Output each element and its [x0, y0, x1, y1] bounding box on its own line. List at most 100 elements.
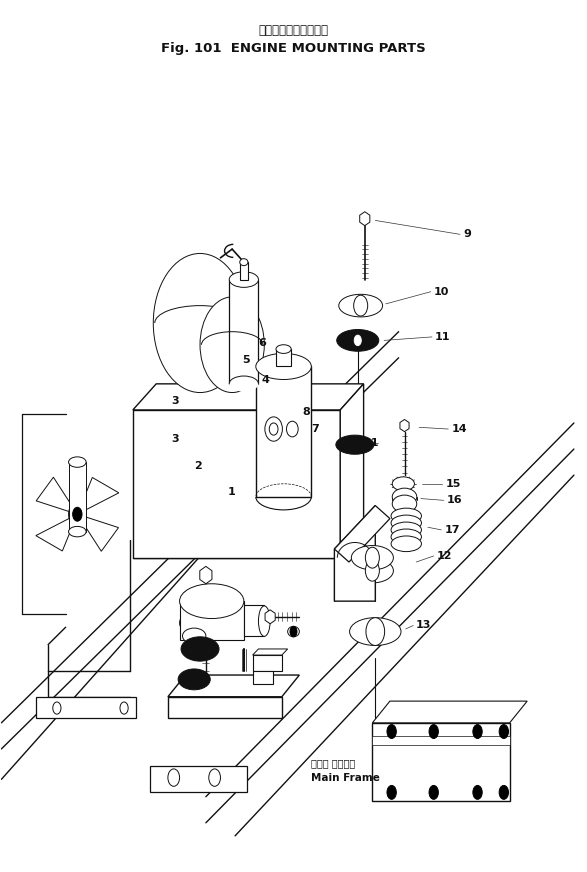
Polygon shape: [36, 518, 75, 551]
Circle shape: [366, 617, 384, 645]
Polygon shape: [276, 349, 291, 366]
Polygon shape: [372, 701, 527, 723]
Polygon shape: [230, 280, 258, 384]
Text: 15: 15: [446, 479, 461, 489]
Text: 6: 6: [258, 338, 266, 348]
Circle shape: [168, 769, 180, 787]
Ellipse shape: [336, 435, 374, 454]
Polygon shape: [252, 671, 273, 684]
Text: 11: 11: [435, 332, 450, 342]
Circle shape: [153, 254, 247, 392]
Ellipse shape: [269, 423, 278, 435]
Circle shape: [473, 786, 482, 800]
Polygon shape: [69, 462, 86, 532]
Circle shape: [354, 296, 367, 316]
Ellipse shape: [391, 536, 421, 552]
Ellipse shape: [337, 330, 379, 351]
Ellipse shape: [339, 295, 383, 317]
Ellipse shape: [352, 546, 393, 570]
Circle shape: [429, 786, 438, 800]
Text: 5: 5: [242, 356, 249, 365]
Text: 3: 3: [171, 396, 178, 406]
Polygon shape: [265, 610, 275, 623]
Ellipse shape: [180, 605, 244, 640]
Polygon shape: [36, 477, 73, 512]
Text: メイン フレーム: メイン フレーム: [311, 758, 355, 768]
Text: 3: 3: [171, 433, 178, 444]
Ellipse shape: [391, 515, 421, 531]
Text: Main Frame: Main Frame: [311, 773, 380, 782]
Circle shape: [355, 335, 361, 345]
Ellipse shape: [265, 417, 282, 441]
Polygon shape: [244, 605, 264, 636]
Text: 11: 11: [363, 438, 379, 448]
Polygon shape: [255, 366, 311, 497]
Text: 10: 10: [434, 287, 449, 296]
Ellipse shape: [180, 583, 244, 618]
Ellipse shape: [178, 669, 210, 690]
Circle shape: [120, 702, 128, 714]
Circle shape: [499, 725, 508, 739]
Text: エンジン　　取付部品: エンジン 取付部品: [258, 24, 329, 37]
Polygon shape: [372, 723, 510, 801]
Circle shape: [365, 548, 379, 569]
Ellipse shape: [288, 626, 299, 637]
Ellipse shape: [230, 376, 258, 392]
Polygon shape: [150, 766, 247, 793]
Polygon shape: [133, 384, 363, 410]
Polygon shape: [133, 410, 340, 558]
Text: 9: 9: [463, 229, 471, 239]
Ellipse shape: [258, 606, 270, 637]
Polygon shape: [168, 697, 282, 719]
Ellipse shape: [391, 529, 421, 545]
Circle shape: [200, 297, 264, 392]
Circle shape: [499, 786, 508, 800]
Polygon shape: [400, 419, 409, 432]
Circle shape: [69, 501, 86, 528]
Polygon shape: [82, 516, 119, 551]
Text: 16: 16: [447, 495, 462, 505]
Polygon shape: [252, 649, 288, 655]
Ellipse shape: [69, 457, 86, 467]
Text: 2: 2: [194, 460, 202, 471]
Ellipse shape: [183, 589, 206, 604]
Polygon shape: [372, 736, 510, 745]
Ellipse shape: [286, 421, 298, 437]
Text: 12: 12: [437, 551, 452, 561]
Text: 13: 13: [416, 621, 431, 630]
Text: 14: 14: [451, 424, 467, 434]
Polygon shape: [168, 675, 299, 697]
Polygon shape: [335, 506, 375, 601]
Ellipse shape: [183, 628, 206, 644]
Polygon shape: [360, 212, 370, 226]
Ellipse shape: [69, 527, 86, 537]
Circle shape: [209, 769, 221, 787]
Ellipse shape: [392, 488, 417, 506]
Ellipse shape: [391, 508, 421, 524]
Ellipse shape: [391, 522, 421, 538]
Circle shape: [290, 626, 297, 637]
Circle shape: [73, 508, 82, 521]
Circle shape: [365, 561, 379, 581]
Text: 7: 7: [311, 424, 319, 434]
Circle shape: [387, 786, 396, 800]
Text: 17: 17: [444, 525, 460, 535]
Circle shape: [429, 725, 438, 739]
Ellipse shape: [352, 559, 393, 582]
Polygon shape: [340, 384, 363, 558]
Text: 4: 4: [261, 375, 269, 385]
Ellipse shape: [239, 259, 248, 266]
Ellipse shape: [392, 477, 414, 491]
Polygon shape: [252, 655, 282, 671]
Ellipse shape: [392, 495, 417, 513]
Polygon shape: [335, 506, 390, 562]
Ellipse shape: [230, 272, 258, 288]
Ellipse shape: [350, 617, 401, 645]
Circle shape: [387, 725, 396, 739]
Text: 8: 8: [302, 406, 310, 417]
Polygon shape: [36, 697, 136, 719]
Polygon shape: [200, 567, 212, 583]
Circle shape: [473, 725, 482, 739]
Text: 1: 1: [228, 487, 236, 497]
Text: Fig. 101  ENGINE MOUNTING PARTS: Fig. 101 ENGINE MOUNTING PARTS: [161, 42, 426, 55]
